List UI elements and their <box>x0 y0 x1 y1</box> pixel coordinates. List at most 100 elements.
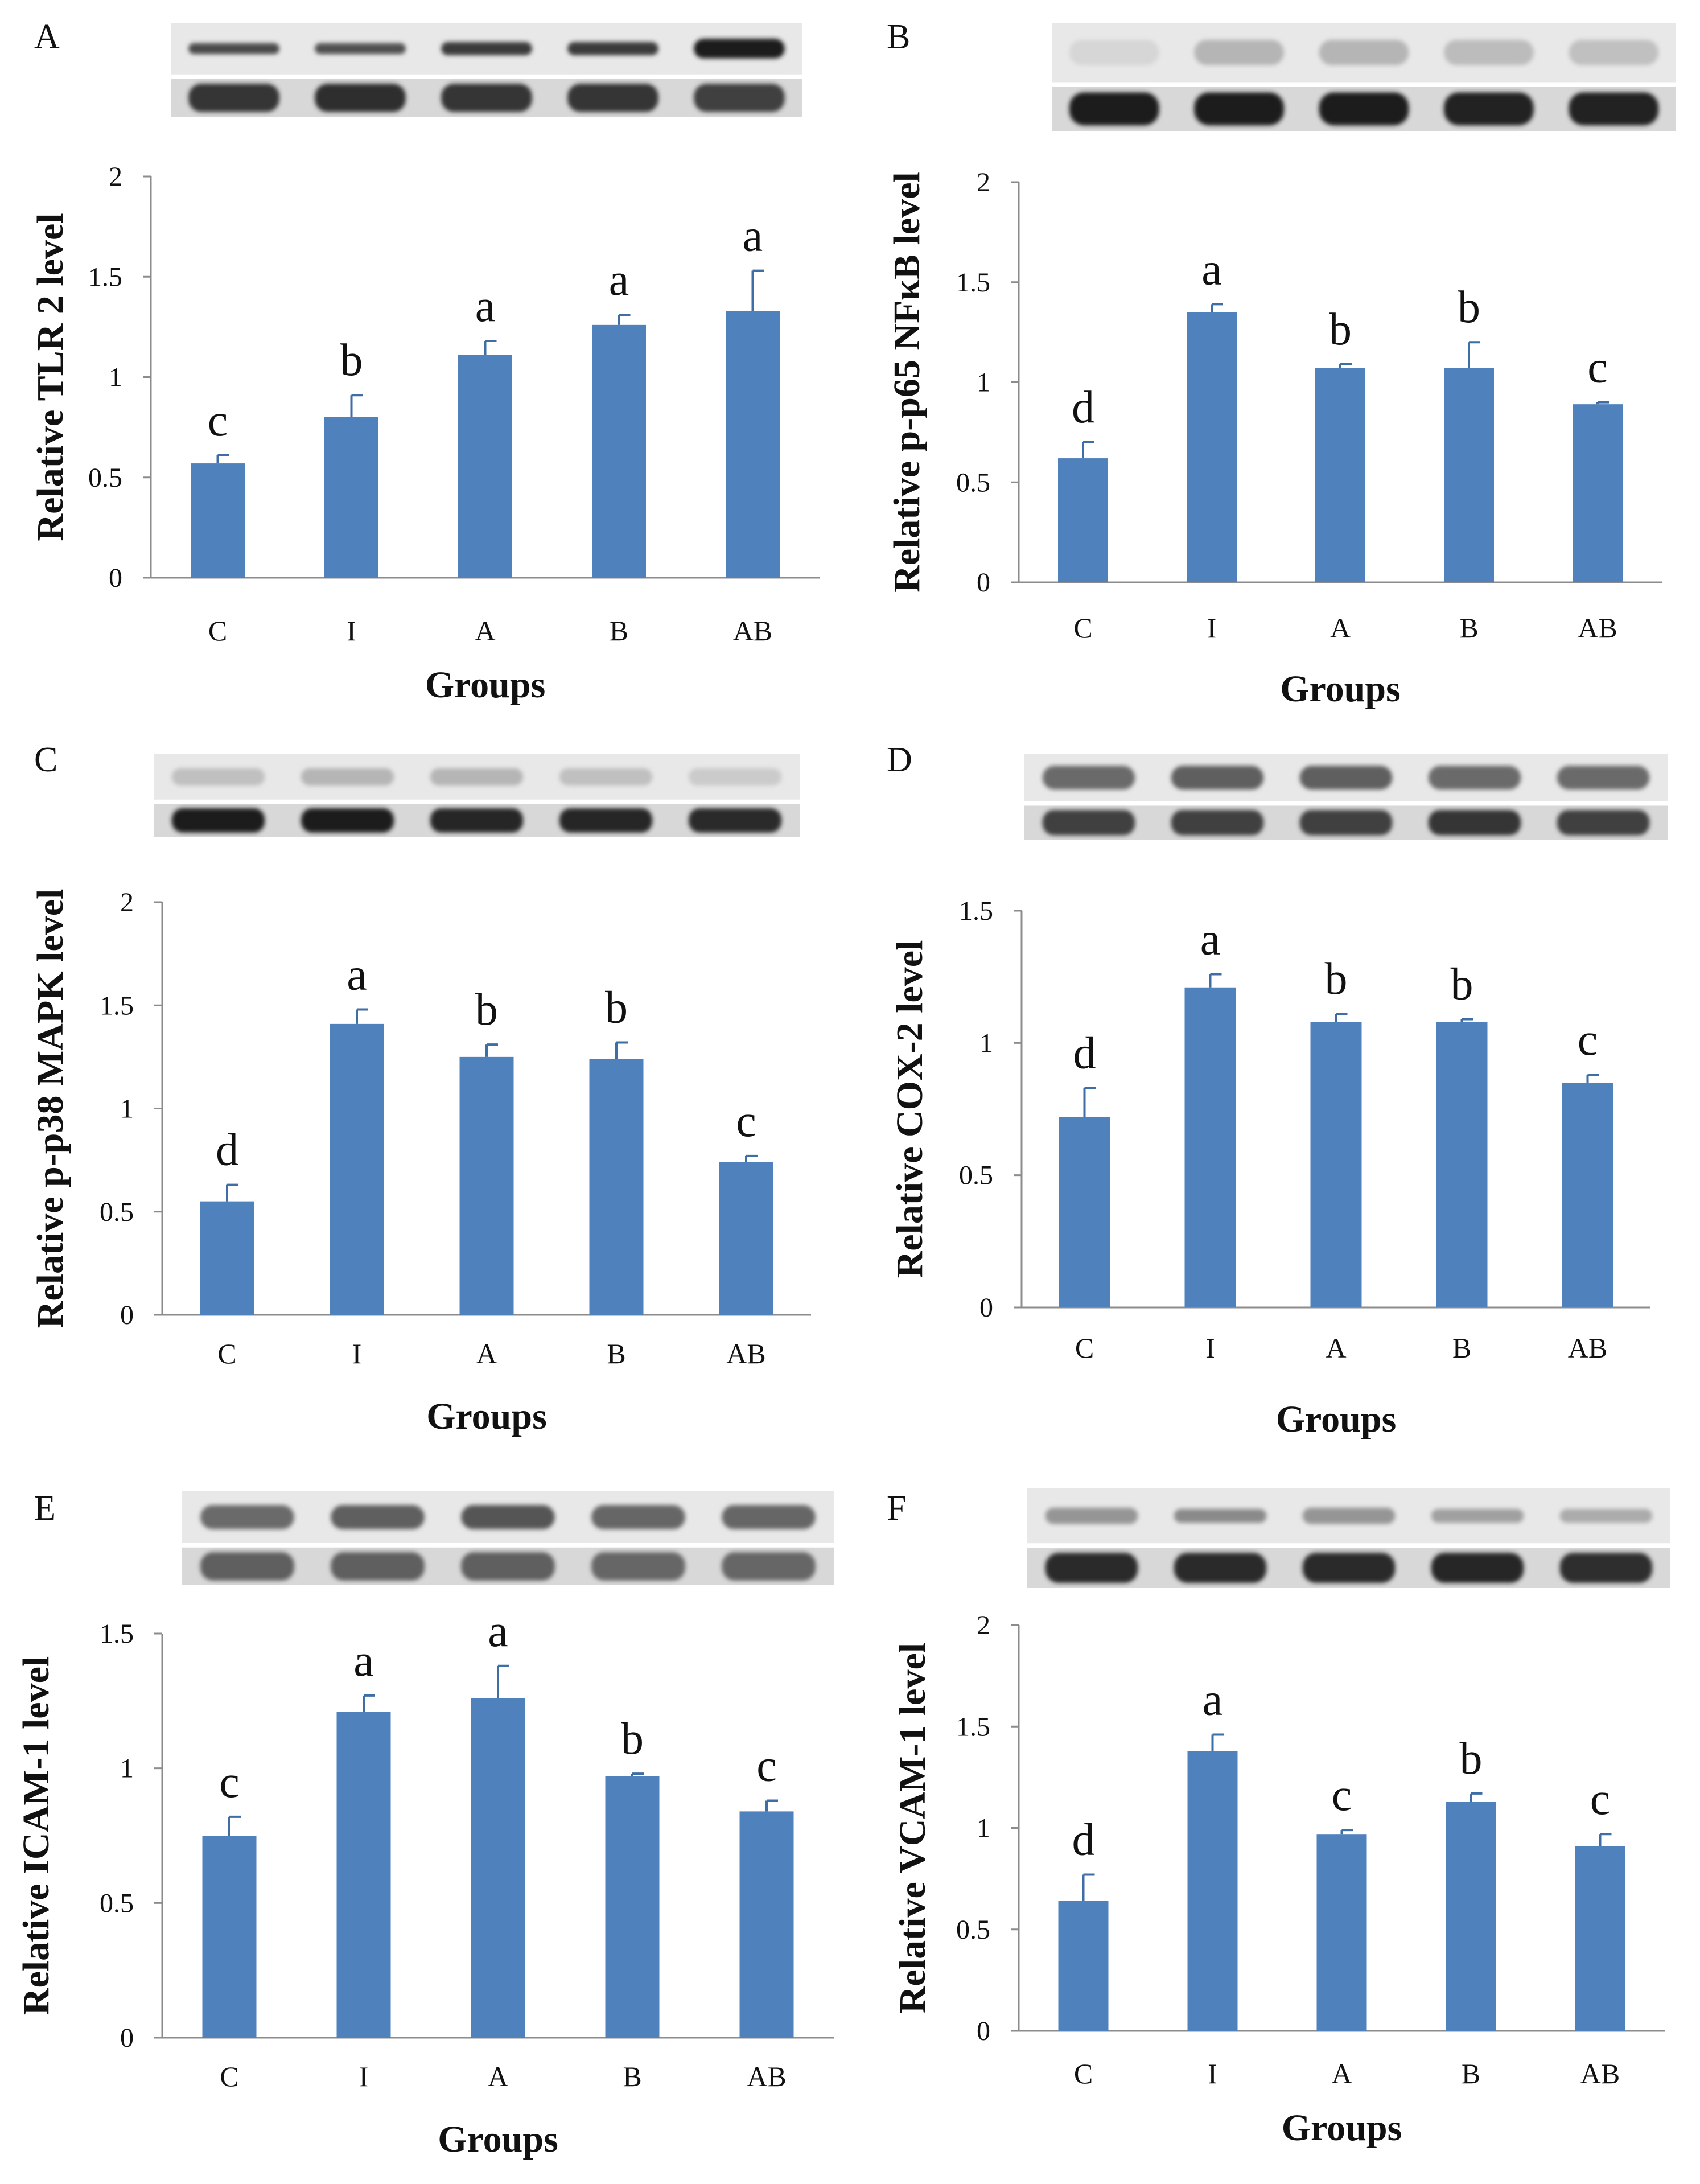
chart-panel-c: C 0 0.5 1 1.5 2 d Ca Ib Ab Bc AB Groups Relative p-p3… <box>30 741 811 1437</box>
bar-a <box>471 1698 525 2038</box>
blot-band-bottom <box>722 1552 816 1581</box>
y-tick-label: 1 <box>979 1028 993 1058</box>
x-tick-label: I <box>352 1338 362 1369</box>
blot-band-bottom <box>315 84 406 112</box>
x-tick-label: I <box>347 615 356 647</box>
y-tick-label: 1.5 <box>100 990 134 1021</box>
y-tick-label: 2 <box>120 887 134 918</box>
significance-letter: d <box>1072 1815 1095 1865</box>
bar-a <box>1316 1834 1367 2031</box>
significance-letter: c <box>219 1757 240 1807</box>
x-tick-label: A <box>476 1338 497 1369</box>
y-tick-label: 1.5 <box>956 1712 990 1742</box>
blot-band-bottom <box>331 1552 425 1581</box>
x-tick-label: C <box>217 1338 236 1369</box>
blot-band-top <box>1443 40 1534 65</box>
y-axis-title: Relative VCAM-1 level <box>892 1643 933 2013</box>
y-axis-title: Relative TLR 2 level <box>30 213 71 541</box>
x-axis-title: Groups <box>1282 2107 1402 2149</box>
error-bar <box>1596 401 1609 405</box>
significance-letter: b <box>475 985 498 1035</box>
significance-letter: b <box>605 983 628 1033</box>
x-tick-label: AB <box>1568 1332 1607 1364</box>
panel-label: C <box>34 741 57 779</box>
x-tick-label: A <box>1330 612 1351 644</box>
western-blot-image <box>171 23 802 117</box>
significance-letter: c <box>1590 1774 1611 1824</box>
significance-letter: d <box>216 1125 238 1175</box>
significance-letter: a <box>347 950 367 1000</box>
chart-panel-a: A 0 0.5 1 1.5 2 c Cb Ia Aa Ba AB Groups Relative TLR … <box>30 18 820 706</box>
y-axis-title: Relative COX-2 level <box>889 940 931 1278</box>
x-tick-label: I <box>1208 2058 1217 2090</box>
x-tick-label: B <box>1462 2058 1480 2090</box>
blot-band-top <box>430 768 524 786</box>
error-bar <box>618 314 631 325</box>
blot-band-top <box>1431 1508 1524 1523</box>
error-bar <box>1082 1873 1095 1901</box>
blot-band-top <box>1042 766 1135 790</box>
x-tick-label: AB <box>726 1338 765 1369</box>
blot-band-bottom <box>441 84 532 112</box>
blot-band-top <box>1299 766 1393 790</box>
bar-b <box>1436 1022 1488 1307</box>
blot-band-top <box>1319 40 1409 65</box>
significance-letter: a <box>353 1636 374 1686</box>
y-tick-label: 1 <box>977 368 990 398</box>
y-tick-label: 1.5 <box>959 896 993 926</box>
error-bar <box>226 1183 238 1202</box>
blot-band-bottom <box>1559 1553 1653 1583</box>
error-bar <box>1211 303 1223 312</box>
blot-band-bottom <box>1302 1553 1396 1583</box>
blot-band-bottom <box>688 808 782 833</box>
bar-a <box>459 1056 514 1315</box>
significance-letter: c <box>1332 1770 1352 1820</box>
significance-letter: a <box>1200 915 1221 965</box>
error-bar <box>484 340 497 355</box>
blot-band-top <box>1557 766 1650 790</box>
blot-band-bottom <box>1443 92 1534 126</box>
significance-letter: c <box>1587 343 1608 393</box>
x-tick-label: I <box>1207 612 1217 644</box>
error-bar <box>1335 1013 1348 1022</box>
panel-label: F <box>887 1489 906 1528</box>
blot-band-top <box>331 1505 425 1529</box>
blot-band-bottom <box>1569 92 1659 126</box>
error-bar <box>363 1694 375 1712</box>
error-bar <box>485 1043 498 1057</box>
y-tick-label: 1 <box>109 363 122 393</box>
y-tick-label: 2 <box>109 162 122 192</box>
bar-c <box>191 463 245 578</box>
western-blot-image <box>182 1491 834 1585</box>
y-tick-label: 0.5 <box>88 463 122 493</box>
significance-letter: a <box>1203 1675 1223 1725</box>
significance-letter: b <box>1458 282 1480 332</box>
bar-a <box>458 355 512 578</box>
bar-i <box>330 1023 384 1315</box>
bar-ab <box>1575 1846 1625 2031</box>
significance-letter: b <box>1460 1734 1483 1784</box>
bar-i <box>1187 1751 1238 2031</box>
blot-band-bottom <box>1557 809 1650 836</box>
x-tick-label: AB <box>1578 612 1617 644</box>
blot-band-top <box>1428 766 1521 790</box>
bar-b <box>1446 1802 1496 2031</box>
y-tick-label: 0.5 <box>100 1197 134 1227</box>
y-tick-label: 1 <box>120 1094 134 1124</box>
x-tick-label: A <box>1331 2058 1352 2090</box>
x-tick-label: I <box>1205 1332 1215 1364</box>
bar-c <box>1058 1901 1109 2031</box>
y-tick-label: 0 <box>120 2023 134 2053</box>
significance-letter: c <box>208 396 228 446</box>
significance-letter: a <box>475 281 496 331</box>
y-tick-label: 1 <box>977 1813 990 1844</box>
blot-band-top <box>1174 1508 1267 1523</box>
error-bar <box>228 1815 241 1836</box>
x-tick-label: A <box>475 615 495 647</box>
error-bar <box>631 1772 644 1776</box>
blot-band-top <box>559 768 653 786</box>
bar-b <box>589 1059 644 1315</box>
